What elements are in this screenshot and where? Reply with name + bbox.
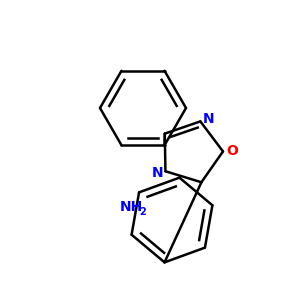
Text: O: O [226,144,238,158]
Text: NH: NH [119,200,143,214]
Text: 2: 2 [140,207,146,218]
Text: N: N [152,166,163,180]
Text: N: N [202,112,214,126]
